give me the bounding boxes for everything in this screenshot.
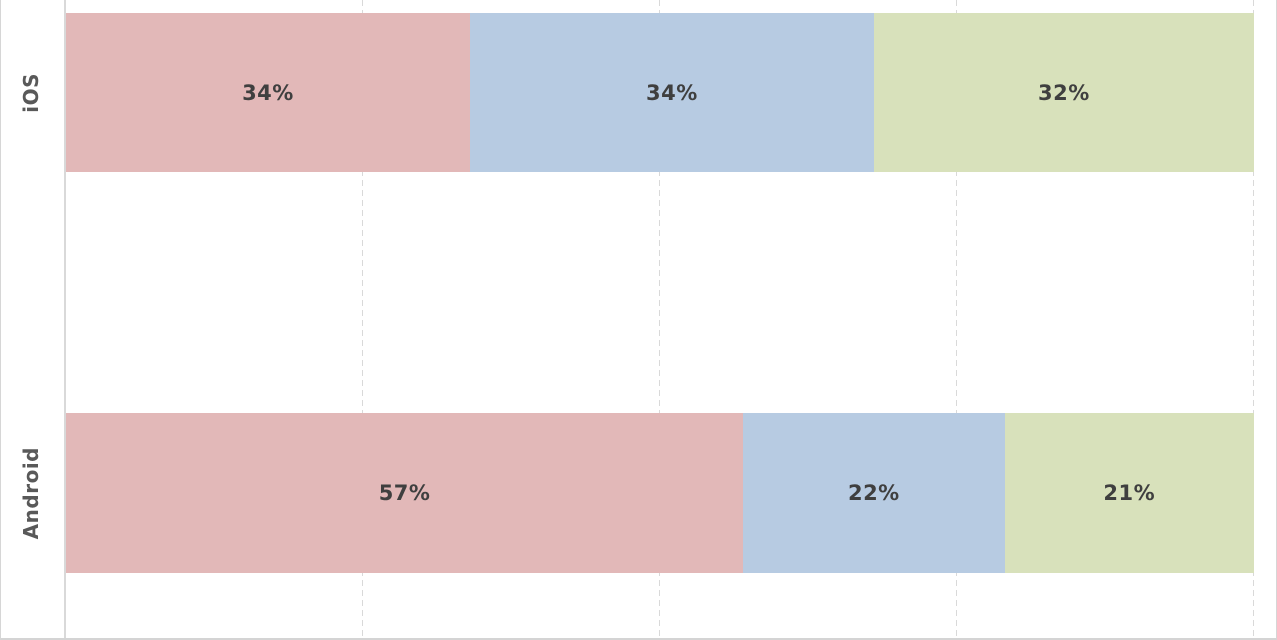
gridline-75pct	[956, 0, 957, 638]
bar-ios: 34% 34% 32%	[66, 13, 1254, 172]
bar-segment-android-3: 21%	[1004, 413, 1254, 573]
category-label-ios-text: iOS	[19, 72, 43, 113]
category-label-ios: iOS	[1, 13, 61, 172]
data-label: 22%	[847, 481, 900, 505]
data-label: 32%	[1038, 80, 1090, 105]
data-label: 34%	[242, 80, 294, 105]
category-label-android: Android	[1, 413, 61, 573]
data-label: 21%	[1103, 481, 1156, 505]
data-label: 34%	[645, 80, 698, 105]
bar-android: 57% 22% 21%	[66, 413, 1254, 573]
bar-segment-android-2: 22%	[743, 413, 1005, 573]
bar-segment-android-1: 57%	[66, 413, 744, 573]
bar-segment-ios-1: 34%	[66, 13, 470, 172]
data-label: 57%	[378, 481, 431, 505]
gridline-50pct	[659, 0, 660, 638]
category-label-android-text: Android	[19, 446, 43, 540]
gridline-25pct	[362, 0, 363, 638]
gridline-100pct	[1253, 0, 1254, 638]
bar-segment-ios-2: 34%	[469, 13, 874, 172]
category-axis-line	[64, 0, 66, 638]
bar-segment-ios-3: 32%	[873, 13, 1254, 172]
